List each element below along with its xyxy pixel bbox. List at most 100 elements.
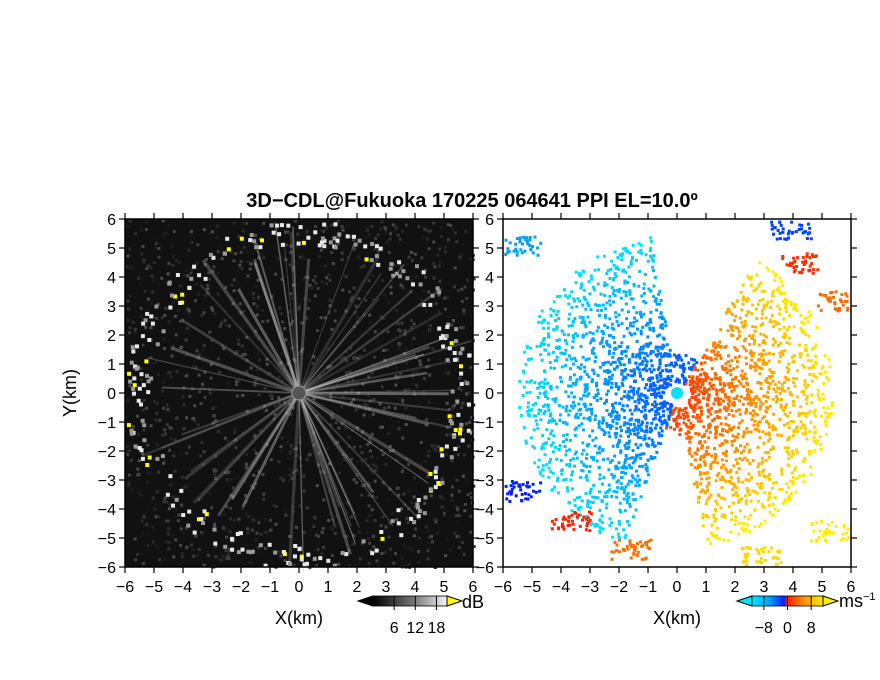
intensity-pixel [428,512,432,516]
velocity-pixel [724,467,728,471]
intensity-pixel [454,355,458,359]
velocity-pixel [597,422,601,426]
velocity-pixel [566,296,570,300]
intensity-pixel [427,290,431,294]
velocity-pixel [766,406,770,410]
velocity-pixel [745,299,749,303]
velocity-rim-pixel [778,231,782,235]
intensity-streak [199,283,300,394]
velocity-pixel [563,445,567,448]
velocity-pixel [756,499,760,503]
velocity-rim-pixel [514,247,518,251]
intensity-ring-pixel [416,505,420,510]
velocity-pixel [620,254,624,258]
velocity-pixel [534,419,538,423]
velocity-pixel [725,396,729,400]
intensity-streak [253,262,301,394]
velocity-rim-pixel [781,255,785,258]
velocity-pixel [733,485,737,489]
velocity-pixel [718,537,721,541]
velocity-pixel [827,415,831,419]
intensity-pixel [157,247,161,251]
velocity-pixel [814,354,817,358]
velocity-pixel [559,380,563,383]
velocity-pixel [618,360,622,364]
velocity-pixel [799,420,803,424]
velocity-pixel [537,382,541,386]
velocity-pixel [635,311,639,315]
velocity-pixel [585,332,589,336]
velocity-pixel [741,375,745,379]
velocity-pixel [636,424,640,428]
velocity-pixel [679,427,683,431]
velocity-pixel [568,377,572,381]
velocity-rim-pixel [800,227,804,231]
velocity-pixel [636,431,640,435]
velocity-pixel [690,377,694,380]
x-tick-label: 2 [353,579,362,596]
intensity-pixel [272,417,276,421]
velocity-pixel [623,349,627,353]
intensity-pixel [202,563,206,567]
velocity-pixel [665,421,669,425]
velocity-pixel [581,303,585,307]
velocity-pixel [677,412,681,416]
intensity-pixel [184,374,188,378]
velocity-pixel [768,510,772,514]
velocity-pixel [605,340,609,343]
intensity-ring-pixel [453,339,458,344]
velocity-pixel [637,401,641,405]
velocity-rim-pixel [568,523,572,527]
intensity-pixel [328,462,331,466]
velocity-pixel [742,295,746,299]
velocity-pixel [706,515,710,519]
velocity-pixel [672,353,676,357]
velocity-rim-pixel [822,293,826,297]
velocity-pixel [631,492,635,496]
intensity-pixel [469,491,473,495]
intensity-pixel [301,472,305,476]
velocity-pixel [813,408,817,412]
velocity-pixel [688,383,692,387]
intensity-ring-pixel [318,556,323,561]
intensity-pixel [367,463,371,467]
velocity-pixel [750,476,754,480]
velocity-pixel [776,433,780,437]
velocity-pixel [614,416,617,420]
velocity-pixel [549,458,552,462]
intensity-pixel [412,390,416,394]
velocity-pixel [555,385,559,389]
intensity-pixel [400,507,403,511]
velocity-pixel [608,317,612,321]
velocity-pixel [625,457,629,461]
velocity-pixel [525,391,529,395]
intensity-ring-pixel [428,472,433,476]
velocity-pixel [626,427,630,430]
intensity-ring-pixel [252,239,257,244]
velocity-pixel [570,305,574,309]
intensity-pixel [300,321,304,325]
intensity-pixel [397,346,401,350]
intensity-ring-pixel [441,344,446,349]
velocity-pixel [597,466,601,470]
intensity-pixel [291,319,295,323]
intensity-streak [298,392,356,543]
velocity-pixel [725,440,729,443]
intensity-pixel [345,511,349,514]
velocity-pixel [638,397,642,401]
velocity-pixel [555,355,559,359]
intensity-pixel [302,277,306,281]
velocity-pixel [682,382,686,386]
intensity-pixel [323,316,327,320]
intensity-ring-pixel [453,428,458,433]
intensity-pixel [197,373,201,377]
velocity-pixel [759,400,763,404]
intensity-pixel [399,396,403,400]
intensity-pixel [260,456,264,460]
intensity-ring-pixel [422,303,427,307]
velocity-pixel [601,448,605,452]
velocity-rim-pixel [819,520,823,523]
velocity-rim-pixel [504,484,508,488]
intensity-pixel [403,351,407,355]
